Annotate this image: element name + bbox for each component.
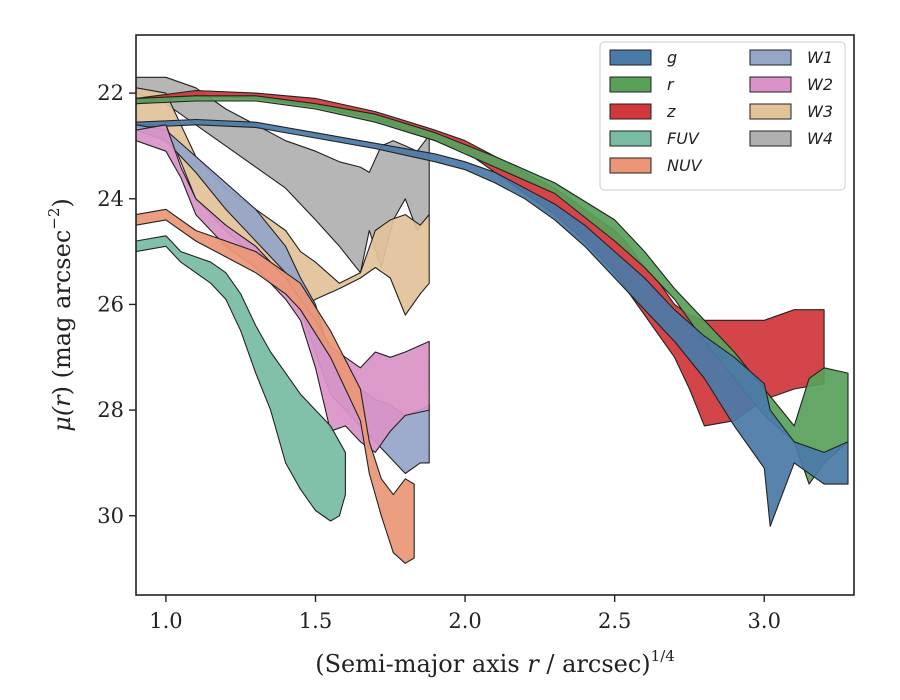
y-tick-label: 28 (97, 398, 124, 422)
legend-label-w3: W3 (807, 102, 833, 121)
x-tick-label: 3.0 (748, 609, 781, 633)
y-axis-label: μ(r) (mag arcsec−2) (45, 198, 76, 432)
legend-swatch-w3 (749, 103, 792, 120)
legend-swatch-z (609, 103, 652, 120)
x-tick-label: 1.5 (299, 609, 332, 633)
legend-swatch-r (609, 76, 652, 93)
x-tick-label: 2.5 (598, 609, 631, 633)
legend-swatch-w4 (749, 130, 792, 147)
x-tick-label: 2.0 (448, 609, 481, 633)
legend-label-w4: W4 (807, 129, 833, 148)
y-tick-label: 22 (97, 81, 124, 105)
legend-label-w2: W2 (807, 75, 833, 94)
legend-label-g: g (667, 48, 677, 67)
band-fuv (136, 235, 346, 522)
legend-label-z: z (666, 102, 676, 121)
legend-swatch-nuv (609, 157, 652, 174)
x-tick-label: 1.0 (149, 609, 182, 633)
legend-label-r: r (667, 75, 675, 94)
y-tick-label: 24 (97, 187, 124, 211)
legend-label-nuv: NUV (667, 156, 703, 175)
legend-swatch-w1 (749, 49, 792, 66)
legend-label-fuv: FUV (667, 129, 700, 148)
band-layer (136, 76, 849, 564)
tick-layer: 1.0 1.5 2.0 2.5 3.0 22 24 26 28 30 (97, 81, 781, 633)
x-axis-label: (Semi-major axis r / arcsec)1/4 (315, 647, 675, 678)
legend-swatch-g (609, 49, 652, 66)
legend-swatch-w2 (749, 76, 792, 93)
legend-label-w1: W1 (807, 48, 833, 67)
y-tick-label: 26 (97, 292, 124, 316)
legend-swatch-fuv (609, 130, 652, 147)
y-tick-label: 30 (97, 504, 124, 528)
legend: grz FUV NUV W1 W2 W3 W4 (599, 41, 846, 191)
plot-frame (135, 34, 855, 596)
band-nuv (136, 208, 415, 564)
band-g (136, 118, 849, 527)
